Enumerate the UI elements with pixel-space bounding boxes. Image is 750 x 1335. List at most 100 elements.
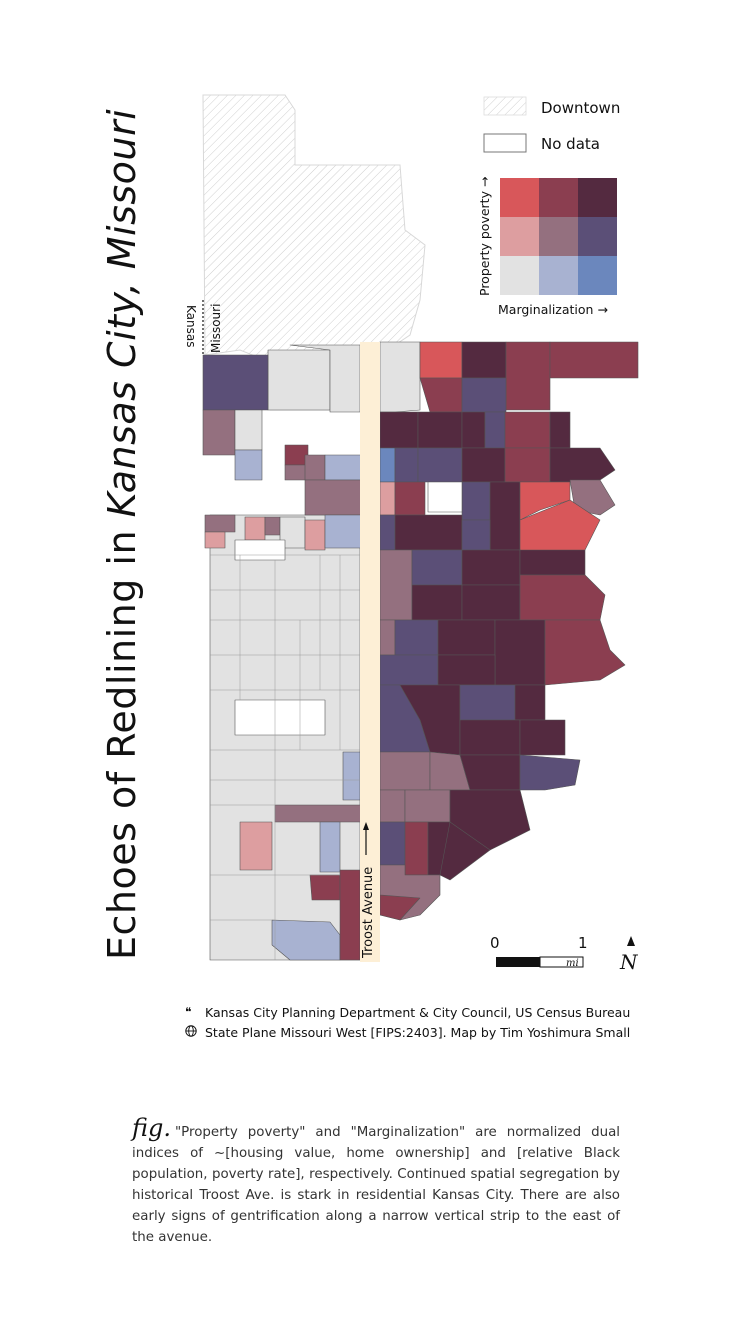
census-tract	[417, 411, 463, 449]
legend-cell-r2c2	[578, 256, 617, 295]
census-tract	[519, 574, 606, 621]
missouri-label: Missouri	[209, 304, 223, 353]
census-tracts	[202, 341, 639, 961]
fig-label: fig.	[132, 1114, 171, 1142]
legend-downtown-swatch	[483, 96, 527, 116]
census-tract	[544, 619, 626, 686]
census-tract	[379, 619, 396, 656]
figure-caption: fig. "Property poverty" and "Marginalizat…	[132, 1116, 620, 1248]
census-tract	[379, 821, 406, 866]
no-data-tract	[234, 699, 326, 736]
census-tract	[339, 869, 361, 961]
census-tract	[239, 821, 273, 871]
legend-downtown-label: Downtown	[541, 99, 620, 117]
census-tract	[459, 684, 516, 721]
bivariate-legend	[500, 178, 617, 295]
census-tract	[267, 349, 331, 411]
census-tract	[419, 341, 463, 379]
troost-avenue-label: Troost Avenue	[361, 867, 376, 959]
scale-black-segment	[496, 957, 540, 967]
census-tract	[284, 444, 309, 466]
scale-one-label: 1	[578, 934, 588, 952]
census-tract	[289, 344, 361, 413]
census-tract	[404, 821, 429, 876]
census-tract	[304, 454, 326, 481]
census-tract	[394, 514, 463, 551]
legend-cell-r1c0	[500, 217, 539, 256]
census-tract	[379, 549, 413, 621]
census-tract	[379, 514, 396, 551]
census-tract	[264, 516, 281, 536]
census-tract	[304, 519, 326, 551]
census-tract	[461, 519, 491, 551]
census-tract	[342, 751, 361, 801]
census-tract	[419, 377, 463, 413]
legend-nodata-label: No data	[541, 135, 600, 153]
census-tract	[394, 619, 439, 656]
legend-cell-r1c2	[578, 217, 617, 256]
census-tract	[379, 411, 419, 449]
census-tract	[461, 341, 507, 379]
census-tract	[202, 409, 236, 456]
quote-icon: ❝	[185, 1005, 192, 1019]
troost-avenue	[360, 342, 380, 962]
census-tract	[324, 454, 363, 481]
scale-bar: 0 1 mi	[490, 934, 588, 969]
census-tract	[234, 409, 263, 451]
census-tract	[319, 821, 341, 873]
census-tract	[379, 447, 396, 483]
census-tract	[324, 514, 363, 549]
kansas-label: Kansas	[184, 305, 198, 347]
census-tract	[504, 411, 551, 449]
census-tract	[549, 411, 571, 449]
credits-sources-row: ❝ Kansas City Planning Department & City…	[185, 1002, 630, 1022]
census-tract	[461, 549, 521, 586]
choropleth-map: Troost Avenue Kansas Missouri Downtown N…	[184, 94, 639, 974]
title-city: Kansas City, Missouri	[100, 108, 144, 518]
census-tract	[234, 449, 263, 481]
census-tract	[204, 531, 226, 549]
credits-sources: Kansas City Planning Department & City C…	[205, 1004, 631, 1020]
credits-projection: State Plane Missouri West [FIPS:2403]. M…	[205, 1024, 631, 1040]
census-tract	[461, 377, 507, 413]
census-tract	[437, 619, 496, 656]
census-tract	[549, 447, 616, 483]
census-tract	[461, 447, 506, 483]
census-tract	[504, 447, 551, 483]
census-tract	[394, 447, 419, 483]
census-tract	[379, 481, 396, 516]
north-arrow: N	[619, 936, 639, 974]
census-tract	[411, 584, 463, 621]
legend-cell-r0c1	[539, 178, 578, 217]
legend-cell-r1c1	[539, 217, 578, 256]
north-label: N	[619, 950, 639, 974]
credits: ❝ Kansas City Planning Department & City…	[185, 1002, 630, 1042]
globe-icon	[185, 1024, 205, 1040]
census-tract	[514, 684, 546, 721]
census-tract	[461, 411, 486, 449]
census-tract	[505, 341, 551, 411]
census-tract	[284, 464, 309, 481]
legend-cell-r2c0	[500, 256, 539, 295]
census-tract	[484, 411, 506, 449]
map-figure: Troost Avenue Kansas Missouri Downtown N…	[100, 94, 639, 974]
census-tract	[309, 874, 341, 901]
census-tract	[202, 354, 269, 411]
census-tract	[204, 514, 236, 533]
census-tract	[461, 481, 491, 521]
census-tract	[379, 341, 421, 413]
census-tract	[549, 341, 639, 379]
census-tract	[379, 789, 406, 823]
census-tract	[304, 479, 363, 516]
census-tract	[461, 584, 521, 621]
credits-projection-row: State Plane Missouri West [FIPS:2403]. M…	[185, 1022, 630, 1042]
legend-nodata-swatch	[483, 133, 527, 153]
no-data-tract	[234, 539, 286, 561]
legend-x-axis-label: Marginalization →	[498, 302, 608, 317]
census-tract	[494, 619, 546, 686]
census-tract	[519, 719, 566, 756]
census-tract	[437, 654, 496, 686]
scale-unit-label: mi	[566, 958, 579, 969]
census-tract	[417, 447, 463, 483]
scale-zero-label: 0	[490, 934, 500, 952]
